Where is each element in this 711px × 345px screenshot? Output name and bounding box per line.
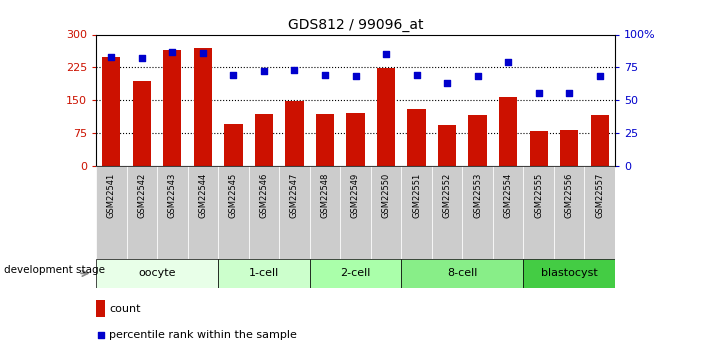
Bar bbox=[224, 124, 242, 166]
Bar bbox=[401, 166, 432, 259]
Bar bbox=[401, 259, 523, 288]
Text: development stage: development stage bbox=[4, 265, 105, 275]
Point bbox=[258, 68, 269, 74]
Bar bbox=[554, 166, 584, 259]
Bar bbox=[218, 259, 310, 288]
Text: GSM22549: GSM22549 bbox=[351, 173, 360, 218]
Text: GSM22550: GSM22550 bbox=[382, 173, 390, 218]
Bar bbox=[96, 259, 218, 288]
Text: oocyte: oocyte bbox=[139, 268, 176, 278]
Text: 8-cell: 8-cell bbox=[447, 268, 478, 278]
Text: GSM22551: GSM22551 bbox=[412, 173, 421, 218]
Text: GSM22545: GSM22545 bbox=[229, 173, 238, 218]
Bar bbox=[341, 166, 370, 259]
Bar bbox=[279, 166, 310, 259]
Bar bbox=[469, 115, 487, 166]
Text: GSM22553: GSM22553 bbox=[473, 173, 482, 218]
Text: GSM22546: GSM22546 bbox=[260, 173, 269, 218]
Bar bbox=[462, 166, 493, 259]
Bar bbox=[193, 48, 212, 166]
Point bbox=[228, 72, 239, 78]
Text: GSM22555: GSM22555 bbox=[534, 173, 543, 218]
Point bbox=[319, 72, 331, 78]
Bar bbox=[133, 81, 151, 166]
Bar bbox=[530, 131, 548, 166]
Point bbox=[411, 72, 422, 78]
Bar bbox=[163, 50, 181, 166]
Point bbox=[350, 74, 361, 79]
Bar bbox=[523, 259, 615, 288]
Text: GSM22557: GSM22557 bbox=[595, 173, 604, 218]
Text: GSM22552: GSM22552 bbox=[442, 173, 451, 218]
Bar bbox=[310, 259, 401, 288]
Bar bbox=[157, 166, 188, 259]
Bar bbox=[285, 101, 304, 166]
Text: count: count bbox=[109, 305, 141, 314]
Text: GSM22556: GSM22556 bbox=[565, 173, 574, 218]
Bar bbox=[407, 109, 426, 166]
Text: GSM22554: GSM22554 bbox=[503, 173, 513, 218]
Bar bbox=[370, 166, 401, 259]
Point bbox=[564, 91, 575, 96]
Bar bbox=[523, 166, 554, 259]
Text: 2-cell: 2-cell bbox=[341, 268, 370, 278]
Bar bbox=[432, 166, 462, 259]
Bar bbox=[499, 97, 518, 166]
Bar bbox=[346, 113, 365, 166]
Point bbox=[95, 333, 107, 338]
Bar bbox=[584, 166, 615, 259]
Point bbox=[594, 74, 606, 79]
Point bbox=[442, 80, 453, 86]
Point bbox=[380, 51, 392, 57]
Bar bbox=[255, 114, 273, 166]
Point bbox=[136, 55, 147, 61]
Text: GSM22543: GSM22543 bbox=[168, 173, 177, 218]
Text: GSM22548: GSM22548 bbox=[321, 173, 329, 218]
Text: GSM22542: GSM22542 bbox=[137, 173, 146, 218]
Point bbox=[105, 54, 117, 60]
Text: blastocyst: blastocyst bbox=[541, 268, 597, 278]
Bar bbox=[127, 166, 157, 259]
Text: percentile rank within the sample: percentile rank within the sample bbox=[109, 331, 296, 340]
Point bbox=[503, 59, 514, 65]
Bar bbox=[591, 115, 609, 166]
Bar bbox=[188, 166, 218, 259]
Bar bbox=[560, 130, 578, 166]
Bar bbox=[493, 166, 523, 259]
Bar bbox=[96, 300, 105, 317]
Text: GSM22541: GSM22541 bbox=[107, 173, 116, 218]
Point bbox=[197, 50, 208, 56]
Bar bbox=[316, 115, 334, 166]
Text: GSM22547: GSM22547 bbox=[290, 173, 299, 218]
Text: GSM22544: GSM22544 bbox=[198, 173, 208, 218]
Text: 1-cell: 1-cell bbox=[249, 268, 279, 278]
Bar bbox=[96, 166, 127, 259]
Bar bbox=[377, 68, 395, 166]
Bar bbox=[438, 125, 456, 166]
Bar bbox=[249, 166, 279, 259]
Point bbox=[472, 74, 483, 79]
Bar bbox=[310, 166, 341, 259]
Bar bbox=[102, 57, 120, 166]
Point bbox=[533, 91, 545, 96]
Point bbox=[289, 67, 300, 73]
Point bbox=[166, 49, 178, 54]
Bar bbox=[218, 166, 249, 259]
Title: GDS812 / 99096_at: GDS812 / 99096_at bbox=[288, 18, 423, 32]
